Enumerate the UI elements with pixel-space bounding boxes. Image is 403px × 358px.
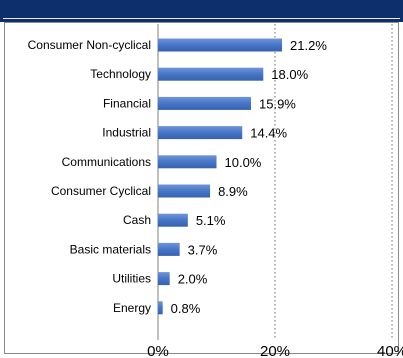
bar-consumer-non-cyclical [158,38,283,52]
category-label-energy: Energy [113,301,151,315]
category-label-technology: Technology [90,67,151,81]
x-tick-label-40: 40% [377,343,403,358]
bar-basic-materials [158,242,180,256]
x-tick-label-20: 20% [260,343,290,358]
category-label-financial: Financial [103,96,151,110]
category-label-basic-materials: Basic materials [70,242,151,256]
value-label-industrial: 14.4% [250,126,287,141]
value-label-technology: 18.0% [271,67,308,82]
value-label-basic-materials: 3.7% [188,242,218,257]
value-label-consumer-cyclical: 8.9% [218,184,248,199]
value-labels: 21.2% 18.0% 15.9% 14.4% 10.0% 8.9% 5.1% 3.7% 2.0… [171,38,328,316]
category-label-cash: Cash [123,213,151,227]
value-label-energy: 0.8% [171,301,201,316]
value-label-financial: 15.9% [259,96,296,111]
header-band [0,0,403,22]
category-label-utilities: Utilities [112,272,151,286]
value-label-cash: 5.1% [196,213,226,228]
x-tick-label-0: 0% [147,343,169,358]
bar-cash [158,213,188,227]
header-band-line [3,18,400,19]
bar-energy [158,301,163,315]
bar-financial [158,96,252,110]
bar-technology [158,67,264,81]
category-label-communications: Communications [62,155,151,169]
category-labels: Consumer Non-cyclical Technology Financial… [28,38,151,315]
category-label-industrial: Industrial [102,126,151,140]
category-label-consumer-non-cyclical: Consumer Non-cyclical [28,38,151,52]
bars [158,38,283,315]
value-label-utilities: 2.0% [178,272,208,287]
bar-communications [158,155,217,169]
category-label-consumer-cyclical: Consumer Cyclical [51,184,151,198]
bar-industrial [158,126,243,140]
x-axis-tick-labels: 0% 20% 40% [147,343,403,358]
value-label-consumer-non-cyclical: 21.2% [290,38,327,53]
bar-utilities [158,272,170,286]
bar-consumer-cyclical [158,184,211,198]
value-label-communications: 10.0% [225,155,262,170]
